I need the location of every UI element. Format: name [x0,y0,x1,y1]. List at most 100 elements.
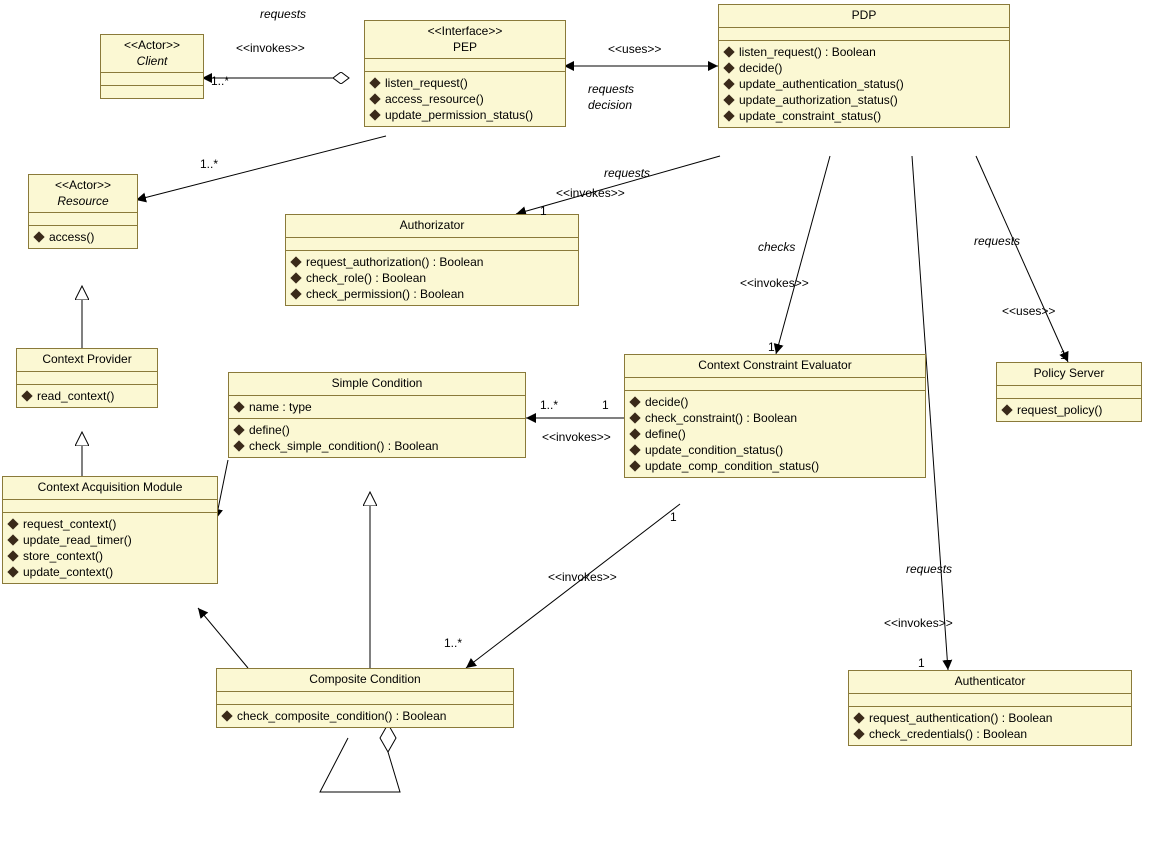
composite-condition-name: Composite Condition [225,672,505,688]
op-icon [290,256,301,267]
op: update_authentication_status() [739,77,904,91]
op-icon [629,412,640,423]
op-icon [33,232,44,243]
policy-server-name: Policy Server [1005,366,1133,382]
op-icon [7,566,18,577]
label-invokes-3: <<invokes>> [740,276,809,290]
op-icon [723,46,734,57]
op: define() [249,423,290,437]
op-icon [290,288,301,299]
label-mult-8: 1 [670,510,677,524]
class-authenticator: Authenticator request_authentication() :… [848,670,1132,746]
resource-stereo: <<Actor>> [37,178,129,194]
op: request_context() [23,517,116,531]
attr: name : type [249,400,312,414]
context-provider-name: Context Provider [25,352,149,368]
label-invokes-2: <<invokes>> [556,186,625,200]
label-requests-1: requests [260,7,306,21]
client-name: Client [109,54,195,70]
op: decide() [739,61,782,75]
op: listen_request() [385,76,468,90]
label-requests-2: requests [588,82,634,96]
op-icon [221,710,232,721]
label-mult-7: 1 [602,398,609,412]
op-icon [629,428,640,439]
label-mult-5: 1 [1060,348,1067,362]
op-icon [7,534,18,545]
op: access() [49,230,94,244]
op: check_composite_condition() : Boolean [237,709,446,723]
label-decision: decision [588,98,632,112]
op-icon [723,62,734,73]
op-icon [853,712,864,723]
label-mult-1: 1..* [211,74,229,88]
op: listen_request() : Boolean [739,45,876,59]
edge-composite-cam [198,608,248,668]
op-icon [369,94,380,105]
op: update_authorization_status() [739,93,898,107]
op: update_condition_status() [645,443,783,457]
authenticator-name: Authenticator [857,674,1123,690]
cam-name: Context Acquisition Module [11,480,209,496]
op-icon [723,110,734,121]
client-stereo: <<Actor>> [109,38,195,54]
label-mult-3: 1 [540,204,547,218]
op: update_constraint_status() [739,109,881,123]
op-icon [853,728,864,739]
class-authorizator: Authorizator request_authorization() : B… [285,214,579,306]
edge-pep-resource [136,136,386,200]
op: check_simple_condition() : Boolean [249,439,438,453]
class-composite-condition: Composite Condition check_composite_cond… [216,668,514,728]
op: update_permission_status() [385,108,533,122]
op: update_read_timer() [23,533,132,547]
op-icon [369,78,380,89]
op: request_policy() [1017,403,1102,417]
op: check_role() : Boolean [306,271,426,285]
op-icon [723,94,734,105]
label-mult-4: 1 [768,340,775,354]
class-simple-condition: Simple Condition name : type define() ch… [228,372,526,458]
pep-stereo: <<Interface>> [373,24,557,40]
op: update_comp_condition_status() [645,459,819,473]
op-icon [233,440,244,451]
label-checks: checks [758,240,795,254]
class-context-provider: Context Provider read_context() [16,348,158,408]
op: update_context() [23,565,113,579]
op-icon [369,110,380,121]
edge-composite-self [320,738,400,792]
op-icon [723,78,734,89]
authorizator-name: Authorizator [294,218,570,234]
label-mult-10: 1 [918,656,925,670]
label-invokes-4: <<invokes>> [542,430,611,444]
class-pep: <<Interface>> PEP listen_request() acces… [364,20,566,127]
label-requests-5: requests [906,562,952,576]
label-mult-6: 1..* [540,398,558,412]
op-icon [1001,404,1012,415]
label-requests-3: requests [604,166,650,180]
resource-name: Resource [37,194,129,210]
label-invokes-5: <<invokes>> [548,570,617,584]
op: request_authentication() : Boolean [869,711,1052,725]
op-icon [7,550,18,561]
class-resource: <<Actor>> Resource access() [28,174,138,249]
op: decide() [645,395,688,409]
op: check_credentials() : Boolean [869,727,1027,741]
op: access_resource() [385,92,484,106]
op: define() [645,427,686,441]
op: check_permission() : Boolean [306,287,464,301]
label-mult-2: 1..* [200,157,218,171]
op-icon [629,444,640,455]
label-uses-1: <<uses>> [608,42,661,56]
cce-name: Context Constraint Evaluator [633,358,917,374]
op: check_constraint() : Boolean [645,411,797,425]
pep-name: PEP [373,40,557,56]
label-invokes-1: <<invokes>> [236,41,305,55]
op-icon [7,518,18,529]
class-cam: Context Acquisition Module request_conte… [2,476,218,584]
op-icon [233,424,244,435]
label-invokes-6: <<invokes>> [884,616,953,630]
op: store_context() [23,549,103,563]
op: request_authorization() : Boolean [306,255,483,269]
pdp-name: PDP [727,8,1001,24]
label-mult-9: 1..* [444,636,462,650]
